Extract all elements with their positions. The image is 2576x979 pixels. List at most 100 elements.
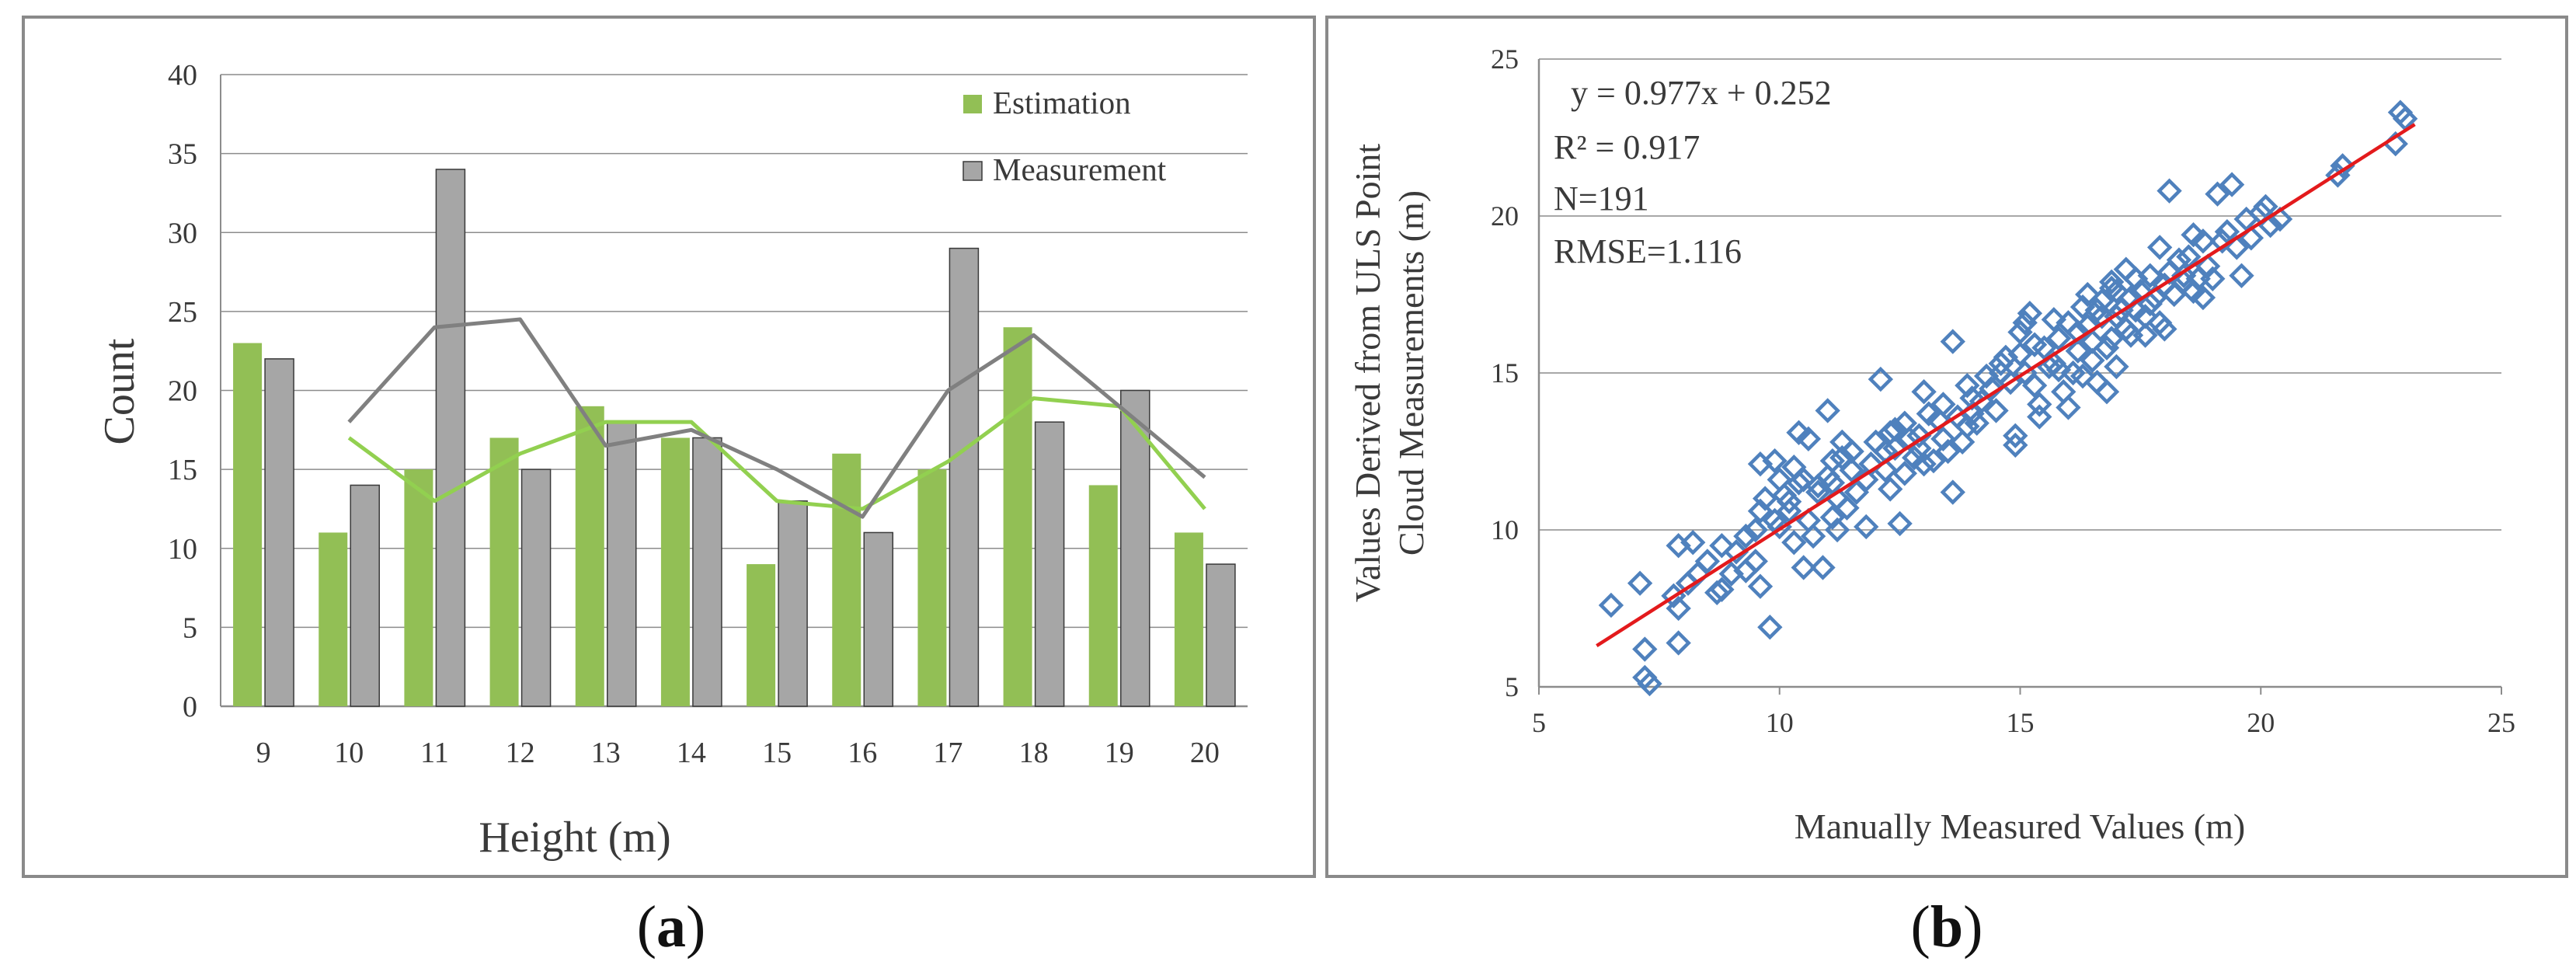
y-axis-title-line1: Values Derived from ULS Point — [1348, 144, 1387, 602]
sublabel-b-letter: b — [1930, 894, 1964, 960]
scatter-point — [1892, 461, 1918, 486]
scatter-point — [1747, 573, 1774, 599]
sublabel-a-close: ) — [686, 894, 706, 960]
panel-b-scatter-chart: 5 10 15 20 25 5 10 15 20 25 y = 0.977x + 0.252 R² =… — [1325, 16, 2568, 878]
x-tick-label: 14 — [677, 737, 706, 769]
bar-measurement — [949, 247, 980, 707]
scatter-point — [1795, 426, 1822, 452]
x-tick-label: 19 — [1105, 737, 1134, 769]
sublabel-a-open: ( — [636, 894, 656, 960]
scatter-point — [2021, 332, 2048, 357]
scatter-point — [2195, 253, 2221, 279]
scatter-point — [2099, 326, 2125, 351]
scatter-point — [1767, 467, 1792, 493]
bar-estimation — [747, 564, 776, 706]
scatter-point — [1666, 630, 1691, 656]
y-tick-label: 25 — [168, 296, 197, 329]
x-tick-label: 16 — [848, 737, 877, 769]
scatter-point — [1791, 555, 1816, 580]
sublabel-b-close: ) — [1963, 894, 1983, 960]
scatter-point — [1955, 372, 1980, 399]
bar-estimation — [233, 343, 263, 706]
scatter-point — [1781, 529, 1807, 556]
scatter-point — [1627, 570, 1653, 596]
scatter-point — [1742, 549, 1768, 574]
bar-measurement — [863, 531, 893, 707]
scatter-point — [2031, 335, 2057, 361]
x-axis-title: Manually Measured Values (m) — [1794, 807, 2245, 846]
scatter-point — [2065, 338, 2091, 364]
scatter-point — [2253, 193, 2278, 220]
scatter-point — [1791, 467, 1816, 493]
x-tick-label: 13 — [591, 737, 621, 769]
bar-estimation — [404, 469, 433, 706]
scatter-point — [2330, 153, 2355, 179]
subfigure-label-b: (b) — [1830, 894, 2063, 961]
x-tick-label: 10 — [334, 737, 364, 769]
y-axis-title-line2: Cloud Measurements (m) — [1391, 190, 1431, 556]
scatter-point — [1742, 517, 1768, 543]
scatter-point — [1949, 429, 1976, 455]
scatter-point — [1834, 495, 1860, 521]
scatter-point — [1983, 398, 2009, 423]
scatter-point — [2132, 322, 2158, 348]
scatter-point — [2190, 284, 2216, 311]
scatter-point — [1930, 392, 1956, 417]
bar-estimation — [1088, 485, 1118, 706]
scatter-point — [2080, 347, 2105, 374]
y-tick-label: 40 — [168, 59, 197, 92]
bar-estimation — [489, 437, 519, 706]
scatter-point — [2099, 269, 2125, 295]
legend-swatch-measurement — [963, 161, 983, 181]
scatter-point — [2200, 266, 2226, 291]
sublabel-b-open: ( — [1910, 894, 1930, 960]
y-tick-label: 20 — [168, 375, 197, 408]
x-tick-label: 5 — [1532, 707, 1546, 738]
scatter-point — [1632, 636, 1658, 662]
scatter-point — [2094, 379, 2120, 405]
legend-label-measurement: Measurement — [993, 152, 1167, 187]
y-tick-label: 35 — [168, 138, 197, 171]
scatter-point — [2045, 326, 2072, 351]
bar-measurement — [1120, 389, 1150, 707]
scatter-point — [2056, 310, 2081, 336]
scatter-point — [1709, 533, 1735, 559]
scatter-point — [2190, 228, 2216, 254]
trendline-estimation — [347, 396, 1206, 511]
x-tick-label: 20 — [1190, 737, 1220, 769]
bar-estimation — [917, 469, 947, 706]
scatter-point — [2027, 404, 2052, 430]
scatter-point — [1762, 448, 1788, 474]
trendline-measurement — [347, 317, 1206, 519]
scatter-point — [1776, 489, 1802, 514]
scatter-point — [2075, 281, 2101, 308]
scatter-point — [1878, 476, 1903, 502]
scatter-point — [2056, 395, 2081, 420]
panel-a-bar-chart: 0 5 10 15 20 25 30 35 40 9 10 11 12 13 14 15 16 17 18 19 20 E… — [22, 16, 1316, 878]
scatter-point — [1911, 379, 1937, 405]
bar-estimation — [1003, 327, 1032, 706]
scatter-point — [1940, 479, 1965, 505]
scatter-point — [2113, 256, 2139, 282]
scatter-point — [2003, 423, 2028, 448]
scatter-point — [2021, 372, 2048, 399]
scatter-point — [1733, 523, 1759, 549]
y-tick-label: 0 — [183, 691, 197, 723]
scatter-point — [2214, 219, 2240, 245]
scatter-point — [2104, 354, 2129, 380]
y-tick-label: 25 — [1491, 44, 1519, 75]
scatter-point — [2104, 278, 2129, 305]
scatter-point — [1819, 504, 1846, 531]
scatter-point — [2007, 341, 2033, 367]
scatter-point — [1930, 426, 1956, 452]
scatter-point — [1926, 407, 1951, 433]
scatter-point — [2045, 357, 2072, 383]
y-tick-label: 15 — [168, 454, 197, 486]
x-axis-title: Height (m) — [479, 814, 670, 862]
scatter-chart: 5 10 15 20 25 5 10 15 20 25 y = 0.977x + 0.252 R² =… — [1348, 44, 2515, 846]
scatter-point — [1752, 486, 1778, 511]
bar-measurement — [520, 469, 552, 707]
scatter-point — [1637, 671, 1662, 697]
scatter-point — [1858, 451, 1884, 477]
legend-label-estimation: Estimation — [993, 85, 1131, 120]
